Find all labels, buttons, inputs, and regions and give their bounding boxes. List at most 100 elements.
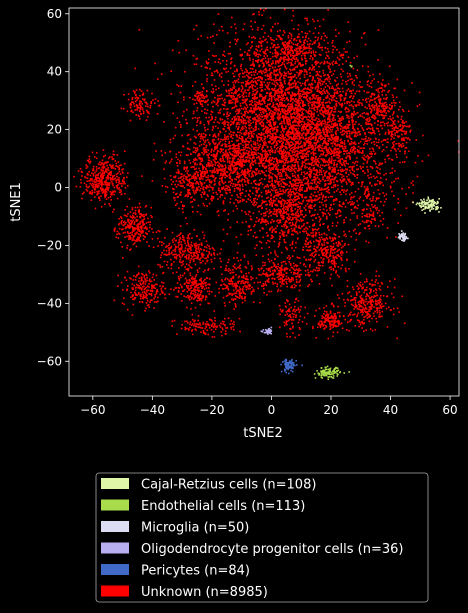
scatter-point: [289, 73, 292, 75]
scatter-point: [270, 116, 273, 119]
scatter-point: [341, 179, 344, 182]
scatter-point: [207, 122, 210, 124]
scatter-point: [332, 152, 334, 154]
scatter-point: [336, 156, 339, 159]
scatter-point: [274, 139, 276, 142]
scatter-point: [288, 84, 291, 86]
scatter-point: [303, 149, 306, 152]
scatter-point: [255, 149, 257, 152]
scatter-point: [281, 126, 283, 129]
scatter-point: [250, 64, 252, 67]
scatter-point: [294, 74, 296, 76]
scatter-point: [253, 89, 256, 92]
scatter-point: [346, 101, 348, 103]
scatter-point: [231, 121, 234, 124]
scatter-point: [283, 8, 286, 11]
scatter-point: [314, 177, 317, 180]
scatter-point: [378, 193, 381, 195]
scatter-point: [274, 132, 277, 135]
scatter-point: [315, 142, 317, 144]
scatter-point: [315, 137, 317, 139]
scatter-point: [349, 30, 351, 33]
scatter-point: [349, 96, 352, 98]
scatter-point: [287, 129, 290, 131]
scatter-point: [367, 195, 369, 197]
scatter-point: [258, 170, 260, 172]
scatter-point: [211, 129, 214, 131]
scatter-point: [329, 129, 332, 131]
scatter-point: [212, 163, 214, 166]
scatter-point: [251, 159, 254, 161]
scatter-point: [256, 115, 258, 118]
scatter-point: [264, 88, 267, 91]
scatter-point: [281, 97, 284, 100]
scatter-point: [331, 237, 334, 239]
scatter-point: [318, 91, 321, 93]
scatter-point: [366, 154, 369, 157]
scatter-point: [376, 179, 379, 182]
scatter-point: [329, 174, 331, 176]
scatter-point: [238, 162, 241, 165]
scatter-point: [230, 57, 233, 60]
scatter-point: [360, 37, 363, 39]
scatter-point: [372, 175, 375, 178]
scatter-point: [290, 99, 293, 101]
scatter-point: [278, 116, 281, 119]
scatter-point: [277, 94, 279, 97]
scatter-point: [220, 25, 223, 28]
scatter-point: [358, 90, 361, 93]
scatter-point: [377, 128, 379, 130]
scatter-point: [307, 153, 309, 156]
scatter-point: [276, 108, 279, 111]
scatter-point: [328, 75, 331, 78]
scatter-point: [262, 122, 265, 124]
scatter-point: [318, 128, 321, 131]
scatter-point: [314, 81, 316, 83]
scatter-point: [278, 92, 281, 94]
scatter-point: [342, 116, 344, 118]
scatter-point: [257, 120, 259, 123]
scatter-point: [252, 13, 254, 16]
scatter-point: [335, 225, 338, 227]
scatter-point: [342, 118, 344, 120]
scatter-point: [206, 109, 209, 111]
scatter-point: [309, 204, 312, 206]
scatter-point: [292, 168, 295, 171]
scatter-point: [258, 13, 261, 16]
scatter-point: [255, 277, 258, 279]
scatter-point: [280, 153, 283, 155]
scatter-point: [314, 36, 317, 38]
scatter-point: [262, 99, 264, 102]
scatter-point: [317, 85, 320, 88]
scatter-point: [247, 132, 250, 134]
scatter-point: [265, 189, 267, 192]
scatter-point: [387, 131, 390, 133]
scatter-point: [252, 175, 254, 177]
scatter-point: [196, 129, 198, 132]
scatter-point: [259, 41, 261, 44]
scatter-point: [287, 83, 290, 85]
scatter-point: [284, 150, 287, 153]
scatter-point: [247, 79, 249, 82]
scatter-point: [343, 148, 345, 150]
scatter-point: [264, 154, 266, 156]
scatter-point: [282, 75, 285, 77]
scatter-point: [264, 32, 266, 34]
scatter-point: [324, 137, 326, 140]
scatter-point: [217, 104, 219, 107]
scatter-point: [271, 26, 274, 28]
scatter-point: [241, 200, 244, 202]
scatter-point: [232, 84, 235, 86]
scatter-point: [272, 62, 274, 64]
scatter-point: [268, 174, 271, 177]
scatter-point: [334, 169, 336, 171]
scatter-point: [348, 136, 351, 139]
scatter-point: [246, 89, 249, 91]
scatter-point: [322, 111, 325, 114]
scatter-point: [298, 33, 300, 35]
scatter-point: [329, 195, 332, 198]
scatter-point: [215, 158, 217, 160]
scatter-point: [321, 178, 324, 180]
scatter-point: [274, 98, 276, 101]
scatter-point: [262, 146, 264, 149]
